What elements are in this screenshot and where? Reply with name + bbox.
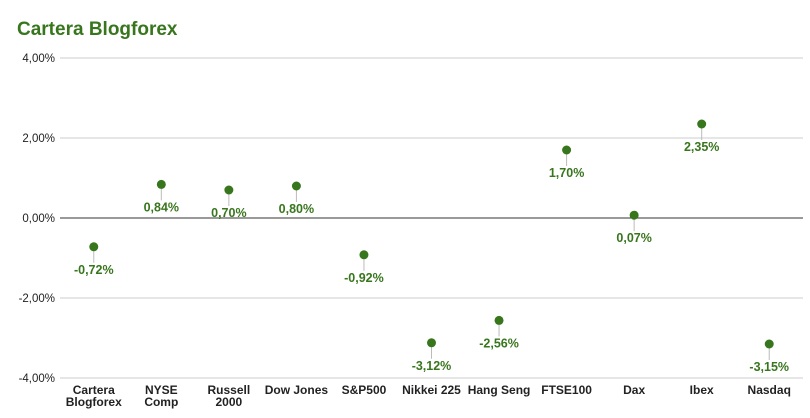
x-tick-label: Nasdaq: [748, 383, 791, 397]
data-point: [427, 338, 436, 348]
x-tick-label-line: FTSE100: [541, 383, 592, 397]
x-tick-label-line: Russell: [208, 383, 251, 397]
x-tick-label: S&P500: [342, 383, 387, 397]
x-tick-label-line: Hang Seng: [468, 383, 531, 397]
data-point: [224, 185, 234, 195]
x-tick-label: Nikkei 225: [402, 383, 461, 397]
x-tick-label-line: Cartera: [73, 383, 115, 397]
x-tick-label: Dax: [623, 383, 645, 397]
data-point: [562, 145, 572, 155]
data-label: 1,70%: [549, 166, 584, 180]
data-label: -0,72%: [74, 263, 114, 277]
x-tick-label-line: Blogforex: [66, 395, 122, 409]
x-tick-label-line: NYSE: [145, 383, 178, 397]
y-tick-label: -4,00%: [19, 373, 55, 385]
data-label: -2,56%: [479, 336, 519, 350]
x-tick-label-line: 2000: [216, 395, 243, 409]
x-axis: Cartera Blogforex NYSE Comp Russell 2000 Dow J…: [66, 383, 791, 409]
x-tick-label-line: Ibex: [690, 383, 714, 397]
data-label: 0,84%: [144, 200, 179, 214]
x-tick-label: Ibex: [690, 383, 714, 397]
x-tick-label: Hang Seng: [468, 383, 531, 397]
x-tick-label: FTSE100: [541, 383, 592, 397]
data-label: 2,35%: [684, 140, 719, 154]
data-label: -3,15%: [749, 360, 789, 374]
data-point: [291, 181, 301, 191]
chart-title: Cartera Blogforex: [17, 19, 178, 40]
data-point: [697, 119, 707, 129]
x-tick-label-line: Comp: [144, 395, 178, 409]
x-tick-label: NYSE Comp: [144, 383, 178, 409]
data-point: [764, 339, 774, 349]
y-tick-label: 4,00%: [22, 53, 55, 65]
data-label: 0,70%: [211, 206, 246, 220]
x-tick-label-line: Nikkei 225: [402, 383, 461, 397]
y-axis: 4,00% 2,00% 0,00% -2,00% -4,00%: [19, 53, 55, 385]
x-tick-label-line: Nasdaq: [748, 383, 791, 397]
data-label: 0,80%: [279, 202, 314, 216]
data-label: -0,92%: [344, 271, 384, 285]
y-tick-label: -2,00%: [19, 293, 55, 305]
data-label: 0,07%: [616, 231, 651, 245]
data-label: -3,12%: [412, 359, 452, 373]
gridlines: [60, 57, 803, 379]
x-tick-label-line: Dow Jones: [265, 383, 329, 397]
y-tick-label: 0,00%: [22, 213, 55, 225]
data-point: [359, 250, 369, 260]
y-tick-label: 2,00%: [22, 133, 55, 145]
x-tick-label-line: Dax: [623, 383, 645, 397]
data-point: [629, 210, 639, 220]
data-point: [494, 315, 504, 325]
x-tick-label: Russell 2000: [208, 383, 251, 409]
x-tick-label-line: S&P500: [342, 383, 387, 397]
x-tick-label: Dow Jones: [265, 383, 329, 397]
x-tick-label: Cartera Blogforex: [66, 383, 122, 409]
data-point: [156, 179, 166, 189]
data-point: [89, 242, 99, 252]
data-points: -0,72% 0,84% 0,70% 0,80% -0,92% -3,12% -2,56% 1…: [74, 119, 789, 374]
